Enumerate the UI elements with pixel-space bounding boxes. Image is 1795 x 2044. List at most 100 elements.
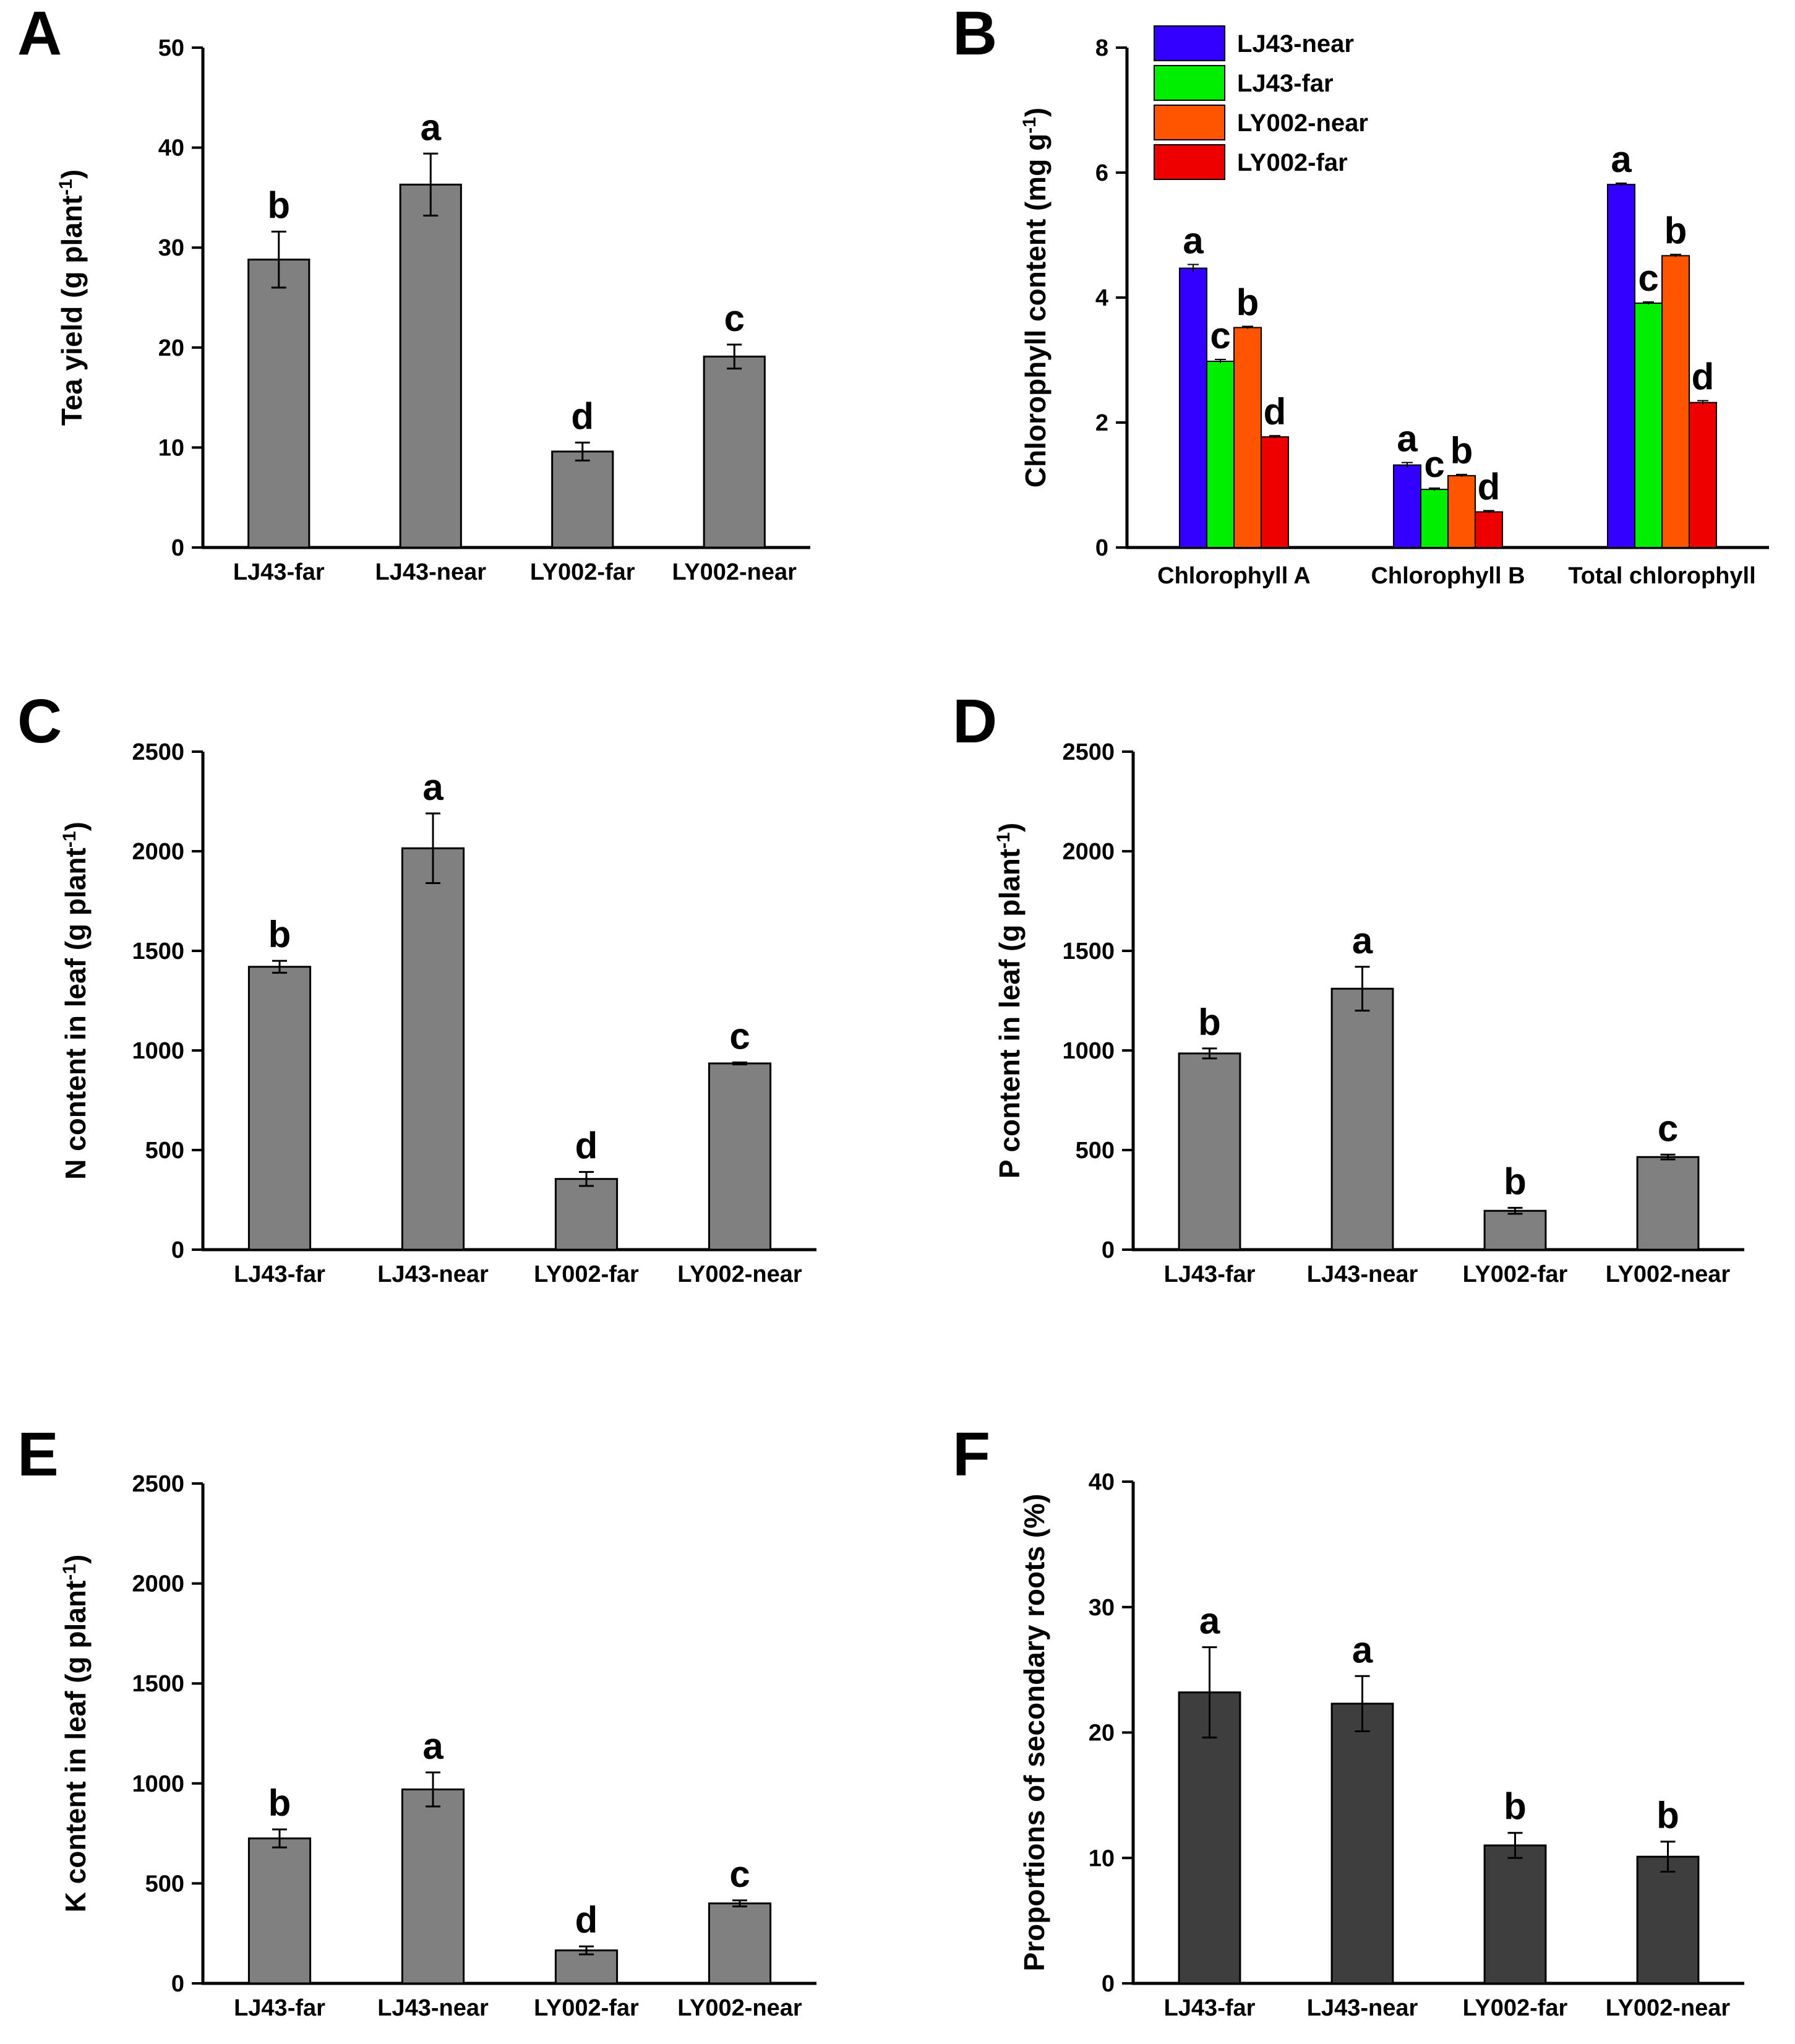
y-axis-title: K content in leaf (g plant-1): [59, 1555, 92, 1913]
y-tick-label: 1000: [132, 1038, 184, 1064]
bar: [247, 259, 311, 549]
significance-label: d: [571, 395, 594, 437]
significance-label: b: [268, 914, 291, 955]
x-tick-label: LJ43-near: [375, 559, 486, 585]
panel-c: C 0 500 1000 1500 2000 2500 N content in leaf (…: [17, 687, 816, 1287]
y-tick-label: 0: [1102, 1237, 1115, 1263]
legend-swatch: [1154, 105, 1225, 140]
panel-d: D 0 500 1000 1500 2000 2500 P content in leaf (…: [953, 687, 1744, 1287]
significance-label: c: [1638, 257, 1658, 299]
significance-label: d: [1692, 356, 1715, 398]
x-tick-label: LJ43-near: [377, 1995, 489, 2021]
bar-lj43-near: [1179, 267, 1207, 548]
significance-label: b: [1198, 1002, 1221, 1043]
bar: [247, 966, 312, 1251]
significance-label: b: [268, 1782, 291, 1824]
y-tick-label: 20: [158, 335, 184, 361]
x-tick-label: LY002-far: [534, 1995, 639, 2021]
y-tick-label: 1000: [132, 1771, 184, 1797]
panel-letter: C: [17, 687, 62, 756]
bar: [1330, 1703, 1394, 1985]
significance-label: a: [1352, 1629, 1373, 1670]
significance-label: a: [1199, 1600, 1220, 1642]
significance-label: c: [1424, 444, 1444, 485]
significance-label: a: [422, 1725, 443, 1767]
bar: [399, 183, 462, 549]
x-tick-label: Chlorophyll A: [1157, 563, 1311, 589]
y-tick-label: 50: [158, 35, 184, 61]
bar-ly002-near: [1233, 327, 1262, 548]
significance-label: a: [1352, 920, 1373, 961]
panel-letter: E: [17, 1420, 59, 1489]
significance-label: c: [724, 298, 745, 339]
bar: [1636, 1156, 1700, 1251]
bar: [401, 1788, 465, 1985]
significance-label: b: [1504, 1786, 1527, 1827]
significance-label: c: [1658, 1107, 1678, 1149]
x-tick-label: LY002-near: [1606, 1261, 1731, 1287]
y-tick-label: 0: [171, 535, 184, 561]
y-tick-label: 1000: [1062, 1038, 1115, 1064]
x-tick-label: LJ43-near: [377, 1261, 489, 1287]
y-tick-label: 2000: [1062, 839, 1115, 865]
significance-label: c: [729, 1015, 750, 1057]
y-tick-label: 2500: [1062, 739, 1115, 765]
x-tick-label: Chlorophyll B: [1371, 563, 1525, 589]
y-axis-title: P content in leaf (g plant-1): [993, 823, 1026, 1179]
y-axis-title: Proportions of secondary roots (%): [1018, 1494, 1050, 1972]
bar: [1636, 1855, 1700, 1985]
significance-label: b: [1504, 1161, 1527, 1202]
y-tick-label: 1500: [1062, 938, 1115, 964]
significance-label: b: [1664, 210, 1687, 251]
significance-label: b: [1656, 1795, 1679, 1836]
panel-letter: F: [953, 1420, 990, 1489]
y-tick-label: 20: [1089, 1720, 1115, 1746]
x-tick-label: LY002-near: [677, 1261, 802, 1287]
significance-label: b: [267, 184, 290, 226]
bar-lj43-far: [1206, 361, 1235, 549]
y-tick-label: 500: [145, 1138, 184, 1164]
significance-label: c: [1210, 315, 1230, 356]
x-tick-label: LY002-near: [1606, 1995, 1731, 2021]
bar: [247, 1837, 312, 1985]
significance-label: d: [1478, 466, 1501, 507]
bar: [708, 1902, 772, 1985]
y-tick-label: 0: [171, 1237, 184, 1263]
bar: [1178, 1052, 1241, 1251]
y-tick-label: 30: [1089, 1595, 1115, 1621]
y-tick-label: 10: [1089, 1845, 1115, 1871]
y-tick-label: 2: [1095, 410, 1108, 436]
y-tick-label: 40: [1089, 1469, 1115, 1495]
legend-swatch: [1154, 144, 1225, 180]
x-tick-label: Total chlorophyll: [1568, 563, 1755, 589]
y-tick-label: 30: [158, 235, 184, 261]
bar-ly002-far: [1475, 511, 1503, 548]
bar: [1178, 1691, 1241, 1985]
significance-label: d: [575, 1125, 598, 1166]
x-tick-label: LY002-far: [1463, 1261, 1568, 1287]
x-tick-label: LY002-near: [672, 559, 797, 585]
y-tick-label: 10: [158, 435, 184, 461]
y-tick-label: 2000: [132, 839, 184, 865]
y-axis-title: Tea yield (g plant-1): [56, 170, 88, 426]
legend-label: LJ43-near: [1237, 30, 1354, 58]
x-tick-label: LY002-far: [1463, 1995, 1568, 2021]
x-tick-label: LJ43-far: [234, 1995, 325, 2021]
legend-label: LY002-near: [1237, 110, 1368, 137]
significance-label: a: [1611, 139, 1632, 180]
y-tick-label: 6: [1095, 160, 1108, 186]
significance-label: a: [422, 766, 443, 808]
y-axis-title: N content in leaf (g plant-1): [59, 822, 92, 1180]
bar: [708, 1062, 772, 1251]
bar-ly002-near: [1447, 474, 1476, 548]
bar: [1483, 1844, 1547, 1985]
bar-ly002-far: [1261, 436, 1289, 548]
x-tick-label: LY002-far: [530, 559, 635, 585]
y-tick-label: 0: [171, 1971, 184, 1997]
bar: [401, 847, 465, 1251]
bar: [554, 1178, 619, 1251]
y-tick-label: 1500: [132, 938, 184, 964]
x-tick-label: LJ43-near: [1307, 1261, 1418, 1287]
